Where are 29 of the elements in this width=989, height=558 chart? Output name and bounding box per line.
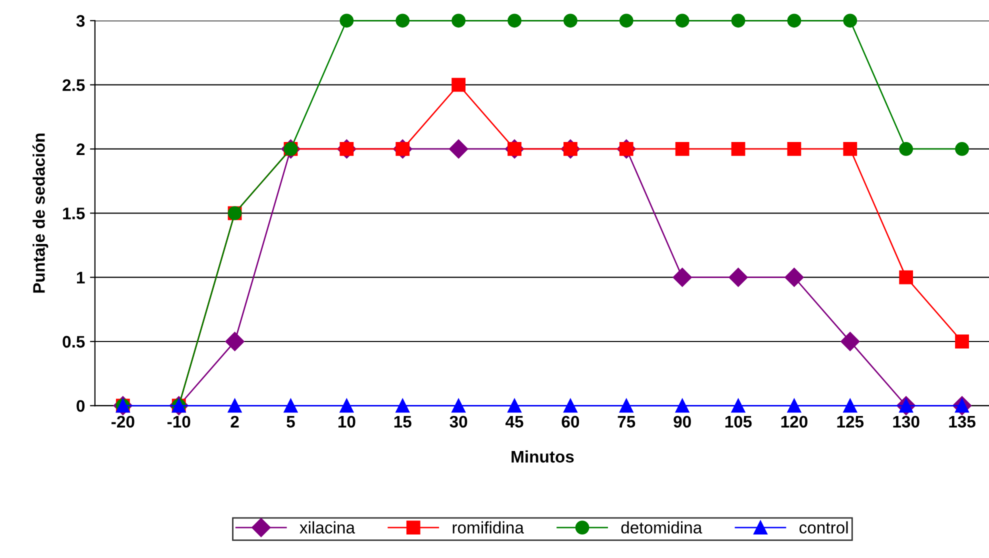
legend-label: detomidina bbox=[621, 521, 702, 534]
x-tick-label: -10 bbox=[167, 416, 190, 428]
legend-label: control bbox=[800, 521, 848, 534]
x-tick-label: 135 bbox=[949, 416, 976, 428]
x-tick-label: 75 bbox=[618, 416, 636, 428]
legend-label: xilacina bbox=[300, 521, 356, 534]
y-axis-title: Puntaje de sedación bbox=[32, 134, 48, 293]
x-tick-label: 90 bbox=[674, 416, 691, 428]
x-tick-label: 30 bbox=[450, 416, 468, 428]
y-tick-label: 3 bbox=[76, 15, 85, 27]
x-tick-label: 10 bbox=[338, 416, 356, 428]
y-tick-label: 2.5 bbox=[62, 79, 85, 92]
x-tick-label: 60 bbox=[562, 416, 580, 428]
x-tick-label: 15 bbox=[394, 416, 412, 428]
x-tick-label: 120 bbox=[781, 416, 808, 428]
y-tick-label: 0.5 bbox=[62, 336, 85, 348]
x-tick-label: 105 bbox=[725, 416, 752, 428]
x-tick-label: 5 bbox=[286, 416, 295, 428]
x-tick-label: 125 bbox=[837, 416, 864, 428]
y-tick-label: 1.5 bbox=[63, 208, 85, 220]
legend-label: romifidina bbox=[452, 521, 524, 534]
y-tick-label: 0 bbox=[76, 400, 85, 412]
y-tick-label: 2 bbox=[76, 143, 85, 156]
y-tick-label: 1 bbox=[77, 272, 85, 284]
x-tick-label: -20 bbox=[112, 416, 134, 428]
x-tick-label: 45 bbox=[505, 416, 524, 428]
x-tick-label: 130 bbox=[893, 416, 920, 428]
x-axis-title: Minutos bbox=[512, 450, 574, 463]
x-tick-label: 2 bbox=[230, 416, 239, 428]
